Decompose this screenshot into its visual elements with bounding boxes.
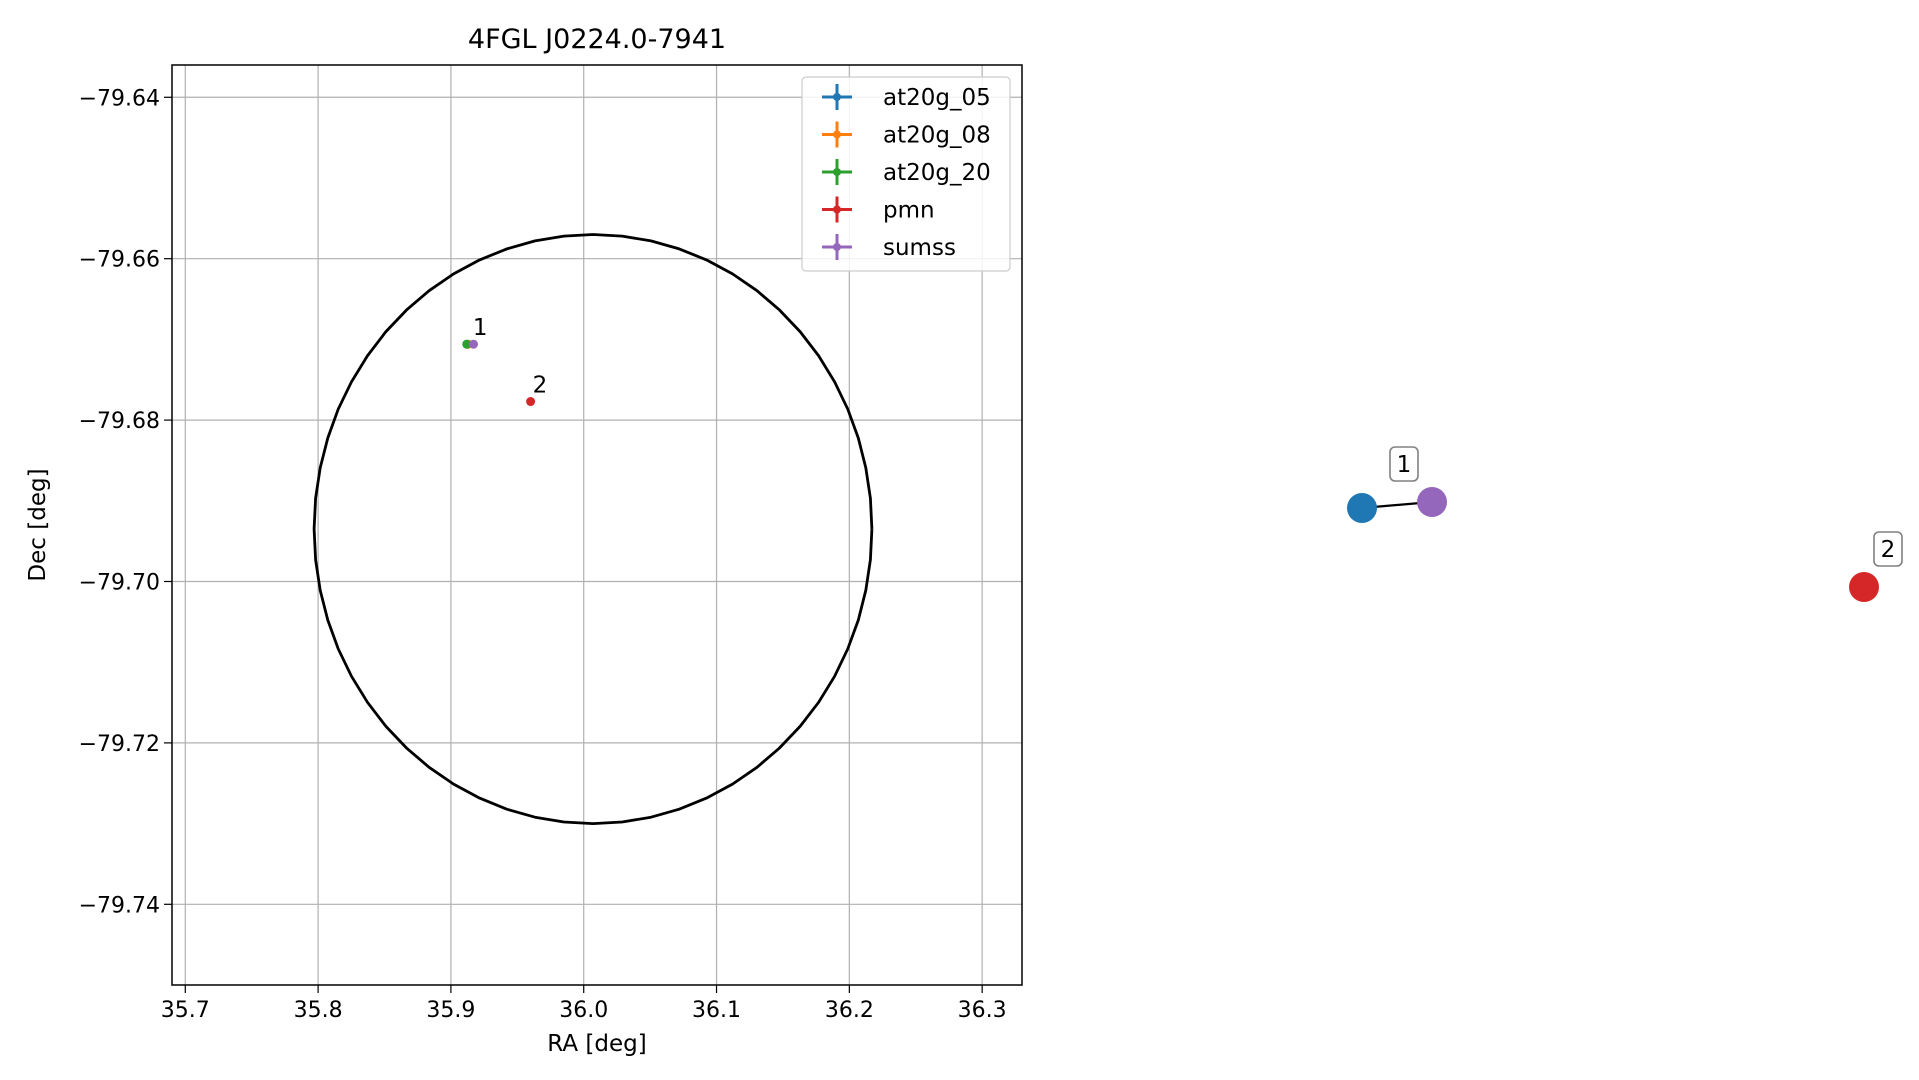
network-label-box: 2: [1873, 531, 1903, 567]
annotation-label: 1: [473, 315, 488, 341]
y-tick-label: −79.70: [79, 570, 160, 595]
y-axis-ticks: −79.64 −79.66 −79.68 −79.70 −79.72 −79.74: [79, 86, 172, 918]
legend-marker-dot: [833, 93, 841, 101]
y-tick-label: −79.66: [79, 248, 160, 273]
plot-frame: [171, 64, 1023, 986]
point-sumss: [468, 339, 478, 349]
x-tick-label: 35.8: [294, 998, 343, 1023]
legend-marker-dot: [833, 243, 841, 251]
x-tick-label: 35.7: [161, 998, 210, 1023]
point-at20g_20: [462, 339, 472, 349]
network-labels: 12: [1389, 446, 1903, 567]
label-box-text: 1: [1397, 452, 1412, 478]
ellipse-outline: [312, 233, 874, 825]
label-box-frame: [1873, 531, 1903, 567]
network-label-box: 1: [1389, 446, 1419, 482]
legend-label: at20g_20: [883, 160, 991, 186]
label-box-frame: [1389, 446, 1419, 482]
legend-marker-dot: [833, 168, 841, 176]
point-annotations: 12: [473, 315, 547, 398]
legend-item-at20g_05: at20g_05: [822, 84, 991, 111]
x-tick-label: 36.2: [825, 998, 874, 1023]
legend-label: pmn: [883, 198, 935, 224]
legend-label: sumss: [883, 235, 956, 261]
x-tick-label: 36.3: [958, 998, 1007, 1023]
y-tick-label: −79.72: [79, 732, 160, 757]
legend-item-pmn: pmn: [822, 196, 935, 224]
network-nodes: [1347, 487, 1879, 602]
legend-item-at20g_20: at20g_20: [822, 159, 991, 186]
y-axis-label: Dec [deg]: [25, 468, 51, 581]
legend-marker-dot: [833, 130, 841, 139]
legend-box: [801, 76, 1011, 272]
x-tick-label: 36.0: [559, 998, 608, 1023]
x-axis-label: RA [deg]: [547, 1031, 646, 1057]
legend-item-at20g_08: at20g_08: [822, 121, 991, 149]
chart-title: 4FGL J0224.0-7941: [468, 24, 726, 55]
label-box-text: 2: [1881, 537, 1896, 563]
legend-item-sumss: sumss: [822, 234, 956, 261]
y-tick-label: −79.74: [79, 893, 160, 918]
localization-ellipse: [312, 233, 874, 825]
legend-label: at20g_05: [883, 85, 991, 111]
data-points: [462, 339, 536, 407]
legend-marker-dot: [833, 205, 841, 214]
annotation-label: 2: [533, 373, 548, 399]
network-node-at20g_05: [1347, 493, 1377, 523]
network-node-sumss: [1417, 487, 1447, 517]
point-pmn: [526, 397, 536, 407]
x-tick-label: 36.1: [692, 998, 741, 1023]
x-tick-label: 35.9: [426, 998, 475, 1023]
network-node-pmn: [1849, 572, 1879, 602]
network-panel: 12: [1347, 446, 1903, 602]
y-tick-label: −79.64: [79, 86, 160, 111]
scatter-panel: 4FGL J0224.0-7941 12 35.7 35.8 35.9 36.0 36.…: [25, 24, 1023, 1057]
x-axis-ticks: 35.7 35.8 35.9 36.0 36.1 36.2 36.3: [161, 985, 1007, 1023]
legend-label: at20g_08: [883, 123, 991, 149]
y-tick-label: −79.68: [79, 409, 160, 434]
